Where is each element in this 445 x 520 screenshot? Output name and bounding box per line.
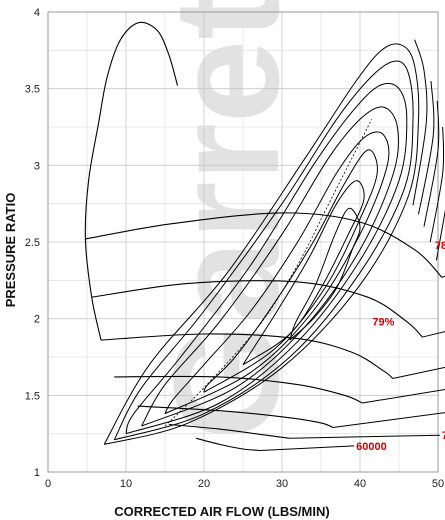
speed-label: 75000	[442, 430, 445, 442]
speed-line	[114, 375, 363, 404]
speed-label-leader	[289, 434, 440, 439]
data-labels: 79%78%77%76%75%74%73%72%71%70%68%65%60%6…	[356, 240, 445, 453]
speed-line	[137, 405, 333, 429]
speed-line	[196, 437, 261, 452]
surge-line	[84, 21, 179, 341]
efficiency-island	[125, 82, 408, 435]
efficiency-island	[423, 100, 440, 227]
y-tick-label: 2	[34, 314, 40, 326]
y-tick-label: 3	[34, 160, 40, 172]
efficiency-island	[113, 60, 414, 441]
efficiency-island	[203, 149, 378, 393]
plot-frame	[47, 11, 439, 473]
efficiency-island	[164, 131, 390, 415]
speed-line	[91, 280, 423, 338]
peak-efficiency-line	[164, 119, 373, 427]
speed-label-leader	[260, 445, 355, 452]
series	[84, 21, 445, 452]
speed-line	[85, 212, 443, 278]
efficiency-island	[435, 209, 445, 261]
speed-label-leader	[392, 366, 445, 379]
efficiency-island	[141, 106, 400, 427]
speed-label-leader	[422, 331, 445, 338]
y-tick-label: 1	[34, 467, 40, 479]
speed-line	[168, 423, 290, 439]
efficiency-island	[103, 43, 420, 445]
x-tick-label: 10	[120, 478, 132, 490]
speed-label-leader	[332, 412, 445, 429]
y-tick-label: 1.5	[25, 390, 40, 402]
tick-labels: 0 10 20 30 40 50 1 1.5 2 2.5 3 3.5 4	[25, 7, 444, 490]
efficiency-island	[418, 80, 435, 215]
speed-line	[100, 333, 394, 379]
efficiency-island	[429, 126, 445, 243]
speed-label: 60000	[356, 441, 387, 453]
axes	[47, 11, 439, 473]
efficiency-label: 79%	[372, 317, 394, 329]
efficiency-label: 78%	[435, 240, 445, 252]
x-tick-label: 40	[354, 478, 366, 490]
efficiency-island	[242, 180, 365, 366]
y-tick-label: 2.5	[25, 237, 40, 249]
y-axis-label: PRESSURE RATIO	[3, 193, 18, 308]
speed-label-leader	[362, 388, 445, 404]
y-tick-label: 3.5	[25, 84, 40, 96]
efficiency-island	[289, 207, 361, 341]
x-tick-label: 30	[276, 478, 288, 490]
y-tick-label: 4	[34, 7, 40, 19]
x-axis-label: CORRECTED AIR FLOW (LBS/MIN)	[114, 504, 329, 519]
efficiency-island	[412, 39, 428, 206]
x-tick-label: 20	[198, 478, 210, 490]
x-tick-label: 50	[432, 478, 444, 490]
x-tick-label: 0	[45, 478, 51, 490]
